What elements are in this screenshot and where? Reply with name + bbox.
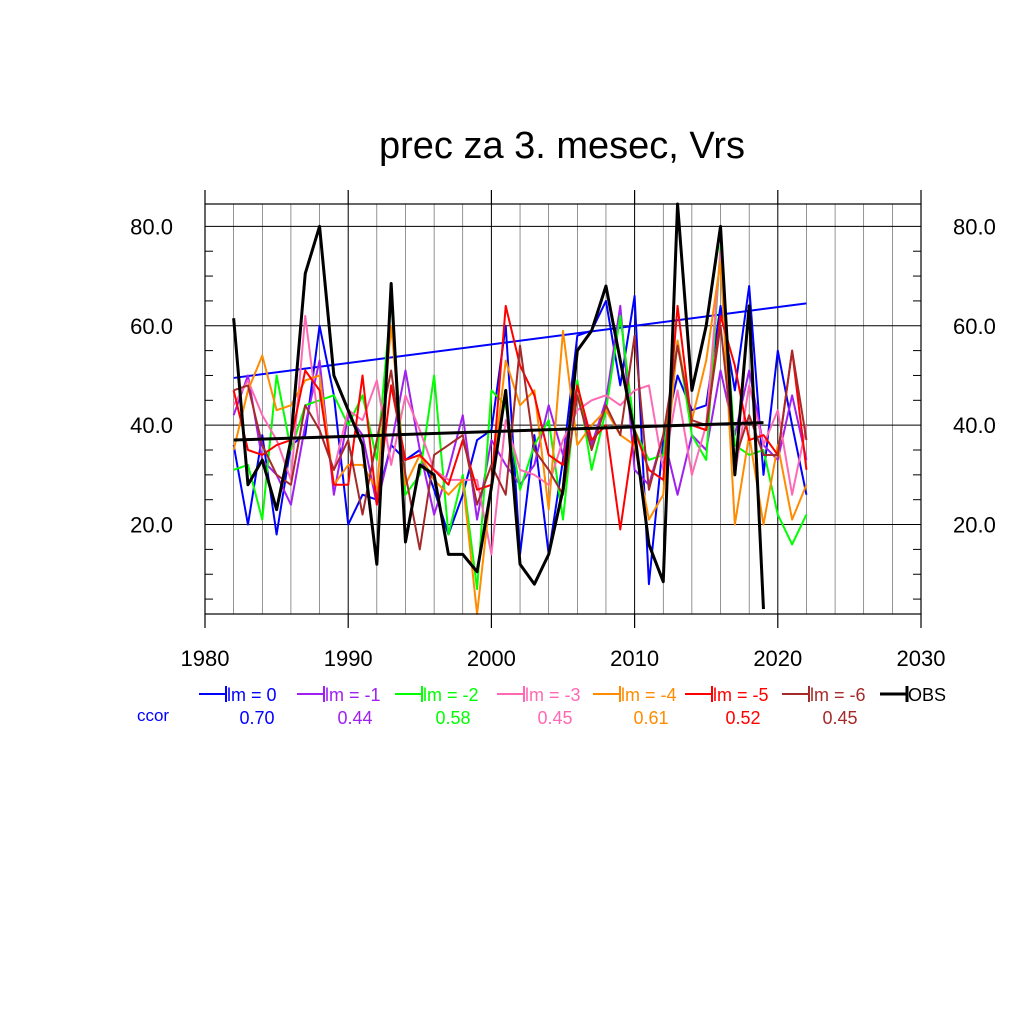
legend: ccor lm = 0 0.70 lm = -1 0.44 lm = -2 0.58 lm =…: [137, 685, 946, 728]
legend-ccor-3: 0.45: [537, 708, 572, 728]
x-tick-label: 2010: [610, 646, 659, 671]
y-tick-label-right: 60.0: [953, 314, 996, 339]
y-tick-label: 60.0: [130, 314, 173, 339]
x-tick-label: 2020: [753, 646, 802, 671]
legend-label-6: lm = -6: [810, 685, 866, 705]
x-tick-label: 2030: [897, 646, 946, 671]
legend-ccor-6: 0.45: [822, 708, 857, 728]
legend-label-2: lm = -2: [423, 685, 479, 705]
plot-frame: [204, 203, 922, 615]
correlation-label: ccor: [137, 706, 169, 725]
legend-label-0: lm = 0: [227, 685, 277, 705]
legend-ccor-4: 0.61: [633, 708, 668, 728]
x-tick-label: 2000: [467, 646, 516, 671]
y-tick-label-right: 20.0: [953, 513, 996, 538]
y-tick-label: 20.0: [130, 513, 173, 538]
legend-label-7: OBS: [908, 685, 946, 705]
legend-label-5: lm = -5: [713, 685, 769, 705]
x-tick-label: 1990: [324, 646, 373, 671]
x-tick-label: 1980: [181, 646, 230, 671]
series-line-6: [233, 324, 808, 551]
chart-title: prec za 3. mesec, Vrs: [379, 125, 745, 167]
series-layer: [232, 202, 808, 615]
legend-ccor-2: 0.58: [435, 708, 470, 728]
y-tick-label-right: 80.0: [953, 214, 996, 239]
legend-ccor-5: 0.52: [725, 708, 760, 728]
trend-line-0: [233, 302, 807, 379]
y-tick-label-right: 40.0: [953, 413, 996, 438]
legend-label-4: lm = -4: [621, 685, 677, 705]
legend-label-3: lm = -3: [525, 685, 581, 705]
y-tick-label: 80.0: [130, 214, 173, 239]
trend-line-7: [233, 421, 764, 442]
axis-layer: 1980 1990 2000 2010 2020 2030 20.0 20.0 40.0 40.0…: [130, 190, 996, 671]
legend-ccor-0: 0.70: [239, 708, 274, 728]
series-line-7: [232, 202, 765, 610]
legend-ccor-1: 0.44: [337, 708, 372, 728]
legend-label-1: lm = -1: [325, 685, 381, 705]
y-tick-label: 40.0: [130, 413, 173, 438]
